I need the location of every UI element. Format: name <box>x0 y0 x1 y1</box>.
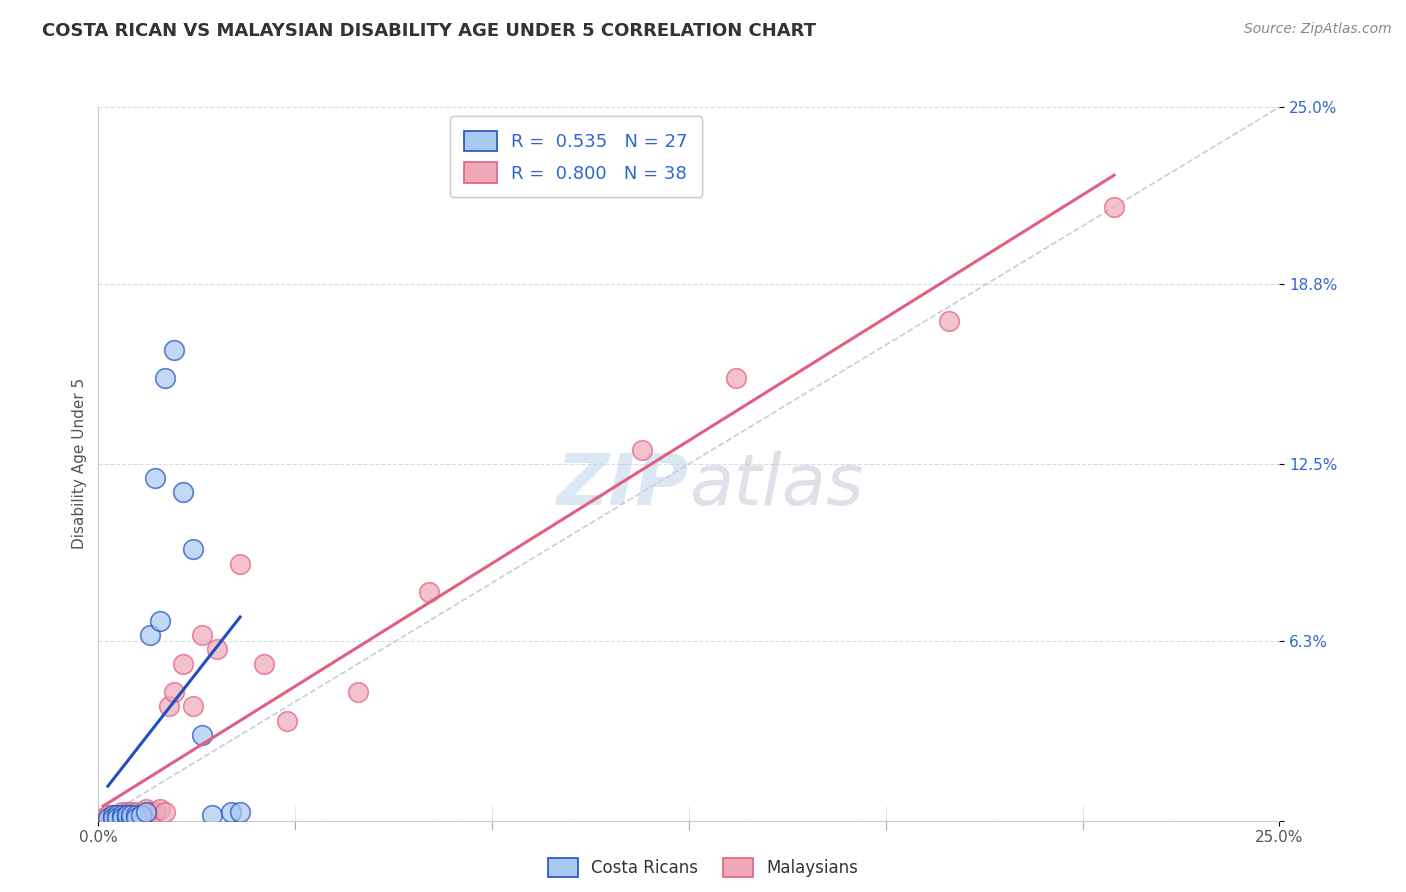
Y-axis label: Disability Age Under 5: Disability Age Under 5 <box>72 378 87 549</box>
Point <box>630 442 652 457</box>
Point <box>129 808 152 822</box>
Point <box>105 808 128 822</box>
Point <box>191 628 214 642</box>
Point <box>97 811 120 825</box>
Point <box>181 542 204 557</box>
Point <box>205 642 228 657</box>
Point <box>149 802 172 816</box>
Text: Source: ZipAtlas.com: Source: ZipAtlas.com <box>1244 22 1392 37</box>
Point <box>115 808 138 822</box>
Point <box>135 805 157 819</box>
Point <box>191 728 214 742</box>
Point <box>121 808 143 822</box>
Point <box>938 314 960 328</box>
Point <box>105 808 128 822</box>
Point <box>153 371 176 385</box>
Point <box>172 657 194 671</box>
Point <box>121 811 143 825</box>
Point <box>121 808 143 822</box>
Point <box>121 805 143 819</box>
Point <box>172 485 194 500</box>
Text: atlas: atlas <box>689 450 863 520</box>
Text: ZIP: ZIP <box>557 450 689 520</box>
Point <box>253 657 276 671</box>
Legend: R =  0.535   N = 27, R =  0.800   N = 38: R = 0.535 N = 27, R = 0.800 N = 38 <box>450 116 702 197</box>
Point <box>229 805 252 819</box>
Point <box>276 714 298 728</box>
Point <box>111 811 134 825</box>
Point <box>97 808 120 822</box>
Point <box>163 343 186 357</box>
Point <box>347 685 370 699</box>
Point <box>143 471 166 485</box>
Point <box>125 811 148 825</box>
Point <box>115 808 138 822</box>
Point <box>101 811 124 825</box>
Point <box>115 808 138 822</box>
Point <box>105 811 128 825</box>
Point <box>219 805 242 819</box>
Point <box>143 805 166 819</box>
Point <box>115 811 138 825</box>
Point <box>101 808 124 822</box>
Point <box>201 808 224 822</box>
Point <box>725 371 748 385</box>
Point <box>97 811 120 825</box>
Point <box>111 805 134 819</box>
Point <box>125 808 148 822</box>
Point <box>115 805 138 819</box>
Legend: Costa Ricans, Malaysians: Costa Ricans, Malaysians <box>541 851 865 884</box>
Point <box>105 811 128 825</box>
Text: COSTA RICAN VS MALAYSIAN DISABILITY AGE UNDER 5 CORRELATION CHART: COSTA RICAN VS MALAYSIAN DISABILITY AGE … <box>42 22 815 40</box>
Point <box>181 699 204 714</box>
Point <box>125 805 148 819</box>
Point <box>111 808 134 822</box>
Point <box>418 585 440 599</box>
Point <box>135 805 157 819</box>
Point <box>163 685 186 699</box>
Point <box>157 699 180 714</box>
Point <box>139 805 162 819</box>
Point <box>125 808 148 822</box>
Point <box>101 811 124 825</box>
Point <box>1102 200 1125 214</box>
Point <box>135 802 157 816</box>
Point <box>129 808 152 822</box>
Point <box>111 808 134 822</box>
Point <box>91 811 114 825</box>
Point <box>149 614 172 628</box>
Point <box>111 811 134 825</box>
Point <box>139 628 162 642</box>
Point <box>153 805 176 819</box>
Point <box>101 808 124 822</box>
Point <box>229 557 252 571</box>
